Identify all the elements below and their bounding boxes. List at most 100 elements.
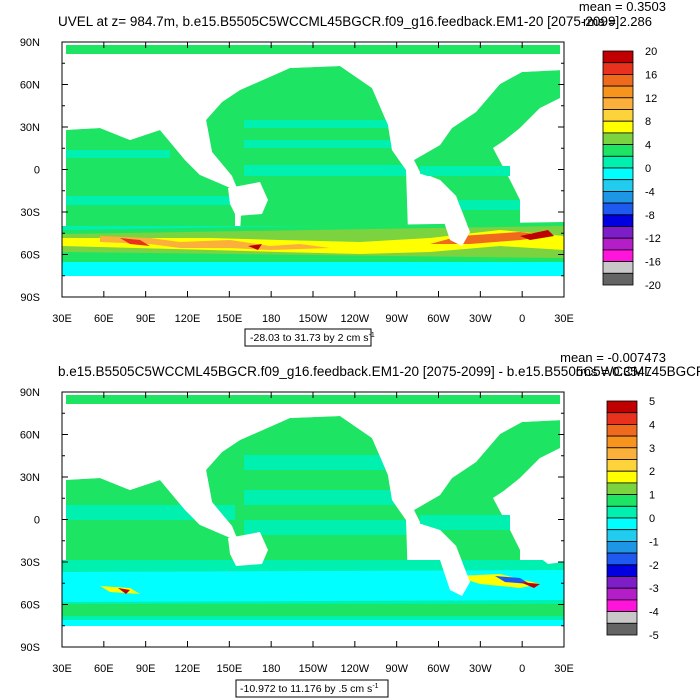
x-tick-label: 90W [385, 663, 408, 675]
x-tick-label: 180 [262, 663, 280, 675]
x-tick-label: 0 [519, 663, 525, 675]
y-tick-label: 60N [20, 430, 40, 442]
colorbar-swatch [602, 202, 634, 216]
colorbar-label: 4 [649, 419, 655, 431]
colorbar-label: -2 [649, 560, 659, 572]
colorbar: 5 4 3 2 1 0 -1 -2 -3 -4 -5 [606, 396, 659, 642]
x-tick-label: 90E [136, 663, 156, 675]
colorbar-label: -20 [645, 280, 661, 292]
map-frame [61, 391, 565, 648]
colorbar-swatch [602, 272, 634, 286]
rms-value: rms = 0.3547 [576, 364, 652, 379]
x-tick-label: 60E [94, 663, 114, 675]
x-tick-label: 30W [469, 313, 492, 325]
colorbar-label: 8 [645, 116, 651, 128]
x-tick-label: 180 [262, 313, 280, 325]
colorbar-swatch [606, 599, 638, 613]
colorbar-label: 2 [649, 466, 655, 478]
colorbar-swatch [602, 132, 634, 145]
colorbar-label: -16 [645, 257, 661, 269]
colorbar-swatch [606, 564, 638, 577]
colorbar-swatch [602, 237, 634, 251]
panel-bottom: b.e15.B5505C5WCCML45BGCR.f09_g16.feedbac… [20, 350, 700, 698]
y-tick-label: 60N [20, 80, 40, 92]
colorbar-swatch [602, 97, 634, 110]
colorbar-swatch [606, 529, 638, 542]
mean-value: mean = 0.3503 [579, 0, 666, 14]
ocean-field [62, 395, 564, 626]
x-tick-label: 120W [340, 663, 369, 675]
x-tick-label: 60W [427, 663, 450, 675]
range-box [244, 328, 372, 347]
colorbar-swatch [606, 611, 638, 624]
x-tick-label: 150W [299, 663, 328, 675]
panel-top: UVEL at z= 984.7m, b.e15.B5505C5WCCML45B… [20, 0, 666, 347]
colorbar-label: 0 [645, 163, 651, 175]
colorbar-label: 1 [649, 490, 655, 502]
land-masks [62, 404, 564, 647]
colorbar-label: -3 [649, 583, 659, 595]
colorbar-label: -8 [645, 210, 655, 222]
x-tick-label: 30E [52, 313, 72, 325]
x-tick-label: 150E [216, 663, 242, 675]
map-area [62, 42, 564, 297]
colorbar-label: -4 [645, 186, 655, 198]
x-tick-label: 30W [469, 663, 492, 675]
colorbar-swatch [606, 587, 638, 601]
colorbar-swatch [602, 155, 634, 169]
colorbar-swatch [602, 167, 634, 181]
colorbar-swatch [606, 459, 638, 472]
y-tick-label: 90S [20, 642, 40, 654]
colorbar-swatch [602, 249, 634, 262]
x-tick-label: 120W [340, 313, 369, 325]
x-tick-label: 60E [94, 313, 114, 325]
x-tick-label: 120E [175, 663, 201, 675]
x-tick-label: 120E [175, 313, 201, 325]
colorbar-label: 4 [645, 140, 651, 152]
colorbar-swatch [602, 85, 634, 99]
x-tick-label: 150E [216, 313, 242, 325]
colorbar-label: 5 [649, 396, 655, 408]
colorbar-swatch [606, 494, 638, 507]
y-tick-label: 30N [20, 472, 40, 484]
colorbar-swatch [602, 226, 634, 239]
colorbar-swatch [602, 190, 634, 204]
y-tick-label: 30S [20, 557, 40, 569]
colorbar-swatch [602, 74, 634, 87]
colorbar-swatch [606, 470, 638, 484]
map-frame [61, 41, 565, 298]
y-tick-label: 60S [20, 600, 40, 612]
colorbar-label: 0 [649, 513, 655, 525]
x-tick-label: 30E [554, 663, 574, 675]
colorbar-swatch [602, 261, 634, 274]
y-tick-label: 30N [20, 122, 40, 134]
rms-value: rms = 2.286 [583, 14, 652, 29]
colorbar-swatch [602, 179, 634, 192]
colorbar: 20 16 12 8 4 0 -4 -8 -12 -16 -20 [602, 46, 661, 292]
colorbar-swatch [602, 109, 634, 122]
chart-title: b.e15.B5505C5WCCML45BGCR.f09_g16.feedbac… [58, 364, 700, 379]
map-axes: 30E 60E 90E 120E 150E 180 150W 120W 90W 60W 30W 0 30… [20, 387, 574, 675]
colorbar-swatch [602, 50, 634, 64]
map-area [62, 392, 564, 647]
y-tick-label: 60S [20, 250, 40, 262]
colorbar-swatch [602, 120, 634, 134]
colorbar-swatch [602, 144, 634, 157]
y-tick-label: 90N [20, 37, 40, 49]
range-box [235, 679, 389, 698]
colorbar-swatch [606, 435, 638, 449]
colorbar-label: 12 [645, 93, 657, 105]
x-tick-label: 150W [299, 313, 328, 325]
colorbar-swatch [606, 412, 638, 425]
range-text: -28.03 to 31.73 by 2 cm s-1 [250, 332, 375, 344]
colorbar-swatch [606, 622, 638, 636]
colorbar-swatch [606, 576, 638, 589]
colorbar-swatch [606, 505, 638, 519]
x-tick-label: 0 [519, 313, 525, 325]
colorbar-label: 20 [645, 46, 657, 58]
x-tick-label: 30E [554, 313, 574, 325]
colorbar-label: -4 [649, 607, 659, 619]
x-tick-label: 90W [385, 313, 408, 325]
y-tick-label: 90N [20, 387, 40, 399]
